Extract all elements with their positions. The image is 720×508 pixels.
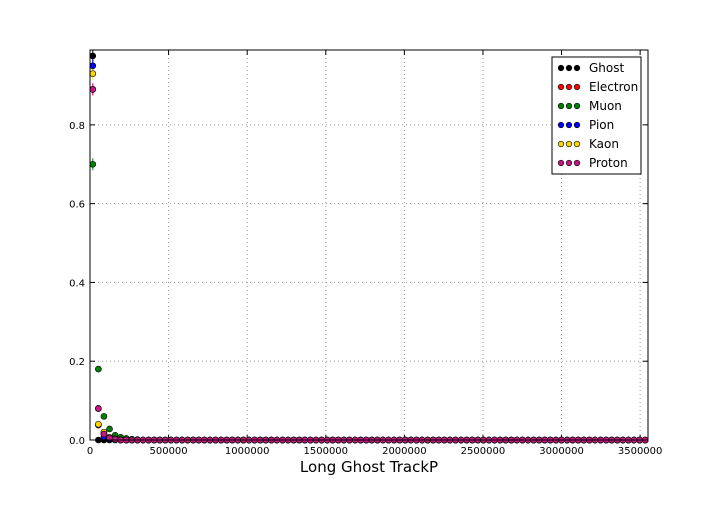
legend-label: Proton (589, 156, 628, 170)
data-point (95, 405, 102, 412)
data-point (95, 365, 102, 373)
legend-marker (557, 121, 565, 129)
legend: Ghost Electron Muon Pion Kaon Proton (551, 56, 642, 175)
legend-marker (573, 64, 581, 72)
y-tick-label: 0.4 (69, 278, 85, 289)
legend-marker (557, 83, 565, 91)
legend-marker (557, 64, 565, 72)
x-tick-label: 1000000 (225, 446, 270, 457)
legend-marker (557, 159, 565, 167)
data-point (106, 425, 113, 433)
legend-box (551, 56, 642, 175)
data-point (89, 52, 97, 60)
legend-label: Pion (589, 118, 614, 132)
legend-label: Electron (589, 80, 638, 94)
legend-marker (573, 159, 581, 167)
legend-marker (573, 140, 581, 148)
x-tick-label: 2500000 (461, 446, 506, 457)
legend-marker (573, 83, 581, 91)
legend-label: Ghost (589, 61, 624, 75)
data-point (89, 62, 97, 70)
legend-label: Kaon (589, 137, 619, 151)
legend-marker (557, 102, 565, 110)
legend-marker (565, 83, 573, 91)
y-tick-label: 0.8 (69, 121, 85, 132)
y-tick-labels: 0.0 0.2 0.4 0.6 0.8 (69, 121, 85, 447)
data-point (100, 430, 108, 438)
data-point (89, 70, 97, 77)
x-tick-label: 0 (87, 446, 93, 457)
legend-marker (565, 102, 573, 110)
legend-marker (573, 121, 581, 129)
y-tick-label: 0.0 (69, 436, 85, 447)
x-tick-label: 3500000 (618, 446, 663, 457)
x-tick-labels: 0 500000 1000000 1500000 2000000 2500000 30000… (87, 446, 663, 457)
data-point (100, 413, 108, 420)
legend-marker (557, 140, 565, 148)
plot-frame (89, 49, 649, 441)
legend-label: Muon (589, 99, 622, 113)
y-tick-label: 0.6 (69, 200, 85, 211)
x-tick-label: 500000 (149, 446, 187, 457)
data-point (89, 160, 97, 168)
y-tick-label: 0.2 (69, 357, 85, 368)
data-point (89, 86, 97, 93)
x-tick-label: 3000000 (539, 446, 584, 457)
legend-marker (565, 140, 573, 148)
data-point (111, 435, 119, 443)
x-tick-label: 1500000 (304, 446, 349, 457)
data-point (95, 420, 102, 428)
legend-marker (565, 64, 573, 72)
legend-marker (565, 121, 573, 129)
x-axis-label: Long Ghost TrackP (300, 458, 438, 476)
x-tick-label: 2000000 (382, 446, 427, 457)
legend-marker (565, 159, 573, 167)
legend-marker (573, 102, 581, 110)
